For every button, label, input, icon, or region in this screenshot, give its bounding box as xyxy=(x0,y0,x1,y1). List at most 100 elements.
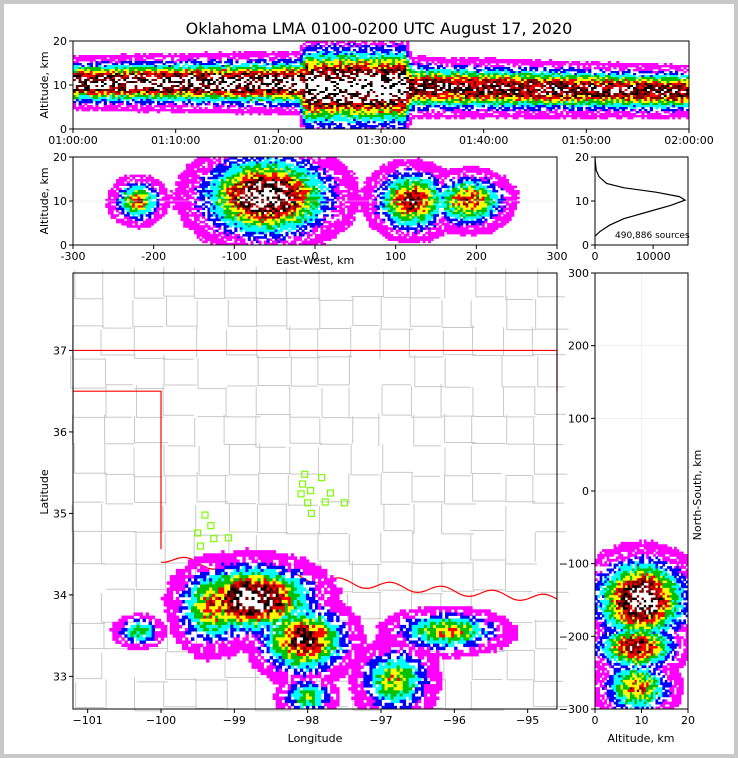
p1-density-cell xyxy=(353,67,357,70)
p1-density-cell xyxy=(330,111,334,114)
p1-density-cell xyxy=(369,103,373,106)
p1-density-cell xyxy=(501,95,505,98)
p1-density-cell xyxy=(333,77,337,80)
p1-density-cell xyxy=(383,73,387,76)
p1-density-cell xyxy=(313,103,317,106)
p1-density-cell xyxy=(479,103,483,106)
p1-density-cell xyxy=(392,105,396,108)
p1-density-cell xyxy=(375,73,379,76)
p1-density-cell xyxy=(381,123,385,126)
p1-density-cell xyxy=(333,57,337,60)
p1-density-cell xyxy=(462,69,466,72)
p1-density-cell xyxy=(95,101,99,104)
p1-density-cell xyxy=(299,85,303,88)
p1-density-cell xyxy=(283,97,287,100)
p1-density-cell xyxy=(403,77,407,80)
p1-density-cell xyxy=(229,87,233,90)
p1-density-cell xyxy=(277,83,281,86)
p1-density-cell xyxy=(439,95,443,98)
p1-density-cell xyxy=(364,121,368,124)
p1-density-cell xyxy=(341,85,345,88)
p1-density-cell xyxy=(131,67,135,70)
p1-density-cell xyxy=(134,57,138,60)
p1-density-cell xyxy=(283,109,287,112)
p1-density-cell xyxy=(199,55,203,58)
p1-density-cell xyxy=(145,93,149,96)
p1-density-cell xyxy=(333,127,337,130)
p1-density-cell xyxy=(389,79,393,82)
p1-density-cell xyxy=(479,99,483,102)
p1-density-cell xyxy=(305,93,309,96)
p1-density-cell xyxy=(411,115,415,118)
p1-density-cell xyxy=(112,101,116,104)
p1-density-cell xyxy=(238,69,242,72)
p1-density-cell xyxy=(434,99,438,102)
p1-density-cell xyxy=(224,69,228,72)
p1-density-cell xyxy=(327,125,331,128)
p1-density-cell xyxy=(263,53,267,56)
p1-density-cell xyxy=(403,55,407,58)
p1-density-cell xyxy=(117,71,121,74)
p1-density-cell xyxy=(353,127,357,130)
p1-density-cell xyxy=(252,51,256,54)
p1-density-cell xyxy=(165,101,169,104)
p1-density-cell xyxy=(512,59,516,62)
p1-density-cell xyxy=(190,79,194,82)
p1-density-cell xyxy=(187,87,191,90)
p1-density-cell xyxy=(316,107,320,110)
p1-density-cell xyxy=(162,79,166,82)
p1-density-cell xyxy=(294,65,298,68)
p1-density-cell xyxy=(428,113,432,116)
p1-density-cell xyxy=(193,71,197,74)
p1-density-cell xyxy=(473,117,477,120)
p1-density-cell xyxy=(411,75,415,78)
p1-density-cell xyxy=(537,107,541,110)
p1-density-cell xyxy=(361,55,365,58)
p1-density-cell xyxy=(140,87,144,90)
p1-density-cell xyxy=(288,111,292,114)
p1-density-cell xyxy=(431,79,435,82)
p1-density-cell xyxy=(207,57,211,60)
p1-density-cell xyxy=(266,79,270,82)
p1-density-cell xyxy=(341,127,345,130)
p1-density-cell xyxy=(381,93,385,96)
p1-density-cell xyxy=(375,53,379,56)
p1-density-cell xyxy=(213,101,217,104)
p1-density-cell xyxy=(383,97,387,100)
p1-density-cell xyxy=(168,103,172,106)
p1-density-cell xyxy=(302,75,306,78)
p1-density-cell xyxy=(411,101,415,104)
p1-density-cell xyxy=(182,53,186,56)
p1-density-cell xyxy=(498,65,502,68)
p1-density-cell xyxy=(327,65,331,68)
p1-density-cell xyxy=(109,71,113,74)
p1-density-cell xyxy=(423,55,427,58)
p1-density-cell xyxy=(462,65,466,68)
p1-density-cell xyxy=(210,61,214,64)
p1-density-cell xyxy=(535,85,539,88)
p1-density-cell xyxy=(473,115,477,118)
p1-density-cell xyxy=(201,99,205,102)
p1-density-cell xyxy=(350,53,354,56)
p1-density-cell xyxy=(252,81,256,84)
p1-density-cell xyxy=(112,105,116,108)
p1-density-cell xyxy=(512,63,516,66)
p1-density-cell xyxy=(274,63,278,66)
p1-density-cell xyxy=(255,83,259,86)
p1-density-cell xyxy=(165,97,169,100)
p1-density-cell xyxy=(255,91,259,94)
p1-density-cell xyxy=(350,73,354,76)
p1-density-cell xyxy=(159,109,163,112)
p1-density-cell xyxy=(305,83,309,86)
p1-density-cell xyxy=(232,69,236,72)
p1-density-cell xyxy=(333,81,337,84)
p1-density-cell xyxy=(479,61,483,64)
p1-density-cell xyxy=(392,57,396,60)
p1-density-cell xyxy=(487,73,491,76)
p1-density-cell xyxy=(316,79,320,82)
p1-density-cell xyxy=(159,87,163,90)
p1-density-cell xyxy=(353,103,357,106)
p1-density-cell xyxy=(521,107,525,110)
p1-density-cell xyxy=(411,97,415,100)
p1-density-cell xyxy=(232,101,236,104)
